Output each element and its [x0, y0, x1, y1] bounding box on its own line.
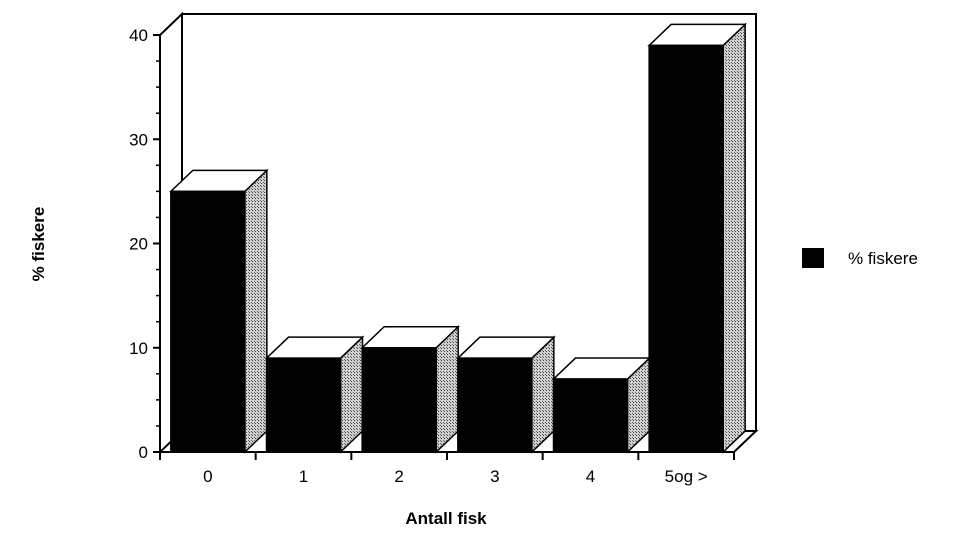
- bar-side: [722, 22, 746, 454]
- x-tick-label: 1: [299, 467, 308, 486]
- y-axis: 0 10 20 30 40: [129, 26, 160, 462]
- bar-front: [552, 378, 629, 453]
- bar-front: [361, 347, 437, 453]
- legend: % fiskere: [802, 248, 918, 268]
- x-axis-title: Antall fisk: [405, 509, 487, 528]
- bar-front: [457, 357, 533, 453]
- bar: [168, 168, 269, 454]
- x-tick-label: 2: [394, 467, 403, 486]
- bar-front: [648, 44, 724, 453]
- bar-front: [170, 190, 246, 453]
- bar-side: [244, 168, 268, 454]
- legend-label: % fiskere: [848, 249, 918, 268]
- y-axis-title: % fiskere: [29, 207, 48, 282]
- bar: [455, 335, 556, 454]
- bars: [168, 22, 748, 454]
- x-axis: 0 1 2 3 4 5og >: [159, 452, 735, 486]
- bar-front: [265, 357, 342, 453]
- bar: [551, 356, 652, 454]
- x-tick-label: 4: [586, 467, 595, 486]
- y-tick-label: 10: [129, 339, 148, 358]
- x-tick-label: 0: [203, 467, 212, 486]
- x-tick-label: 5og >: [665, 467, 708, 486]
- legend-swatch: [802, 248, 824, 268]
- y-tick-label: 0: [139, 443, 148, 462]
- bar: [647, 22, 748, 454]
- bar: [264, 335, 365, 454]
- y-tick-label: 30: [129, 130, 148, 149]
- bar: [360, 324, 461, 454]
- y-tick-label: 40: [129, 26, 148, 45]
- y-tick-label: 20: [129, 235, 148, 254]
- x-tick-label: 3: [490, 467, 499, 486]
